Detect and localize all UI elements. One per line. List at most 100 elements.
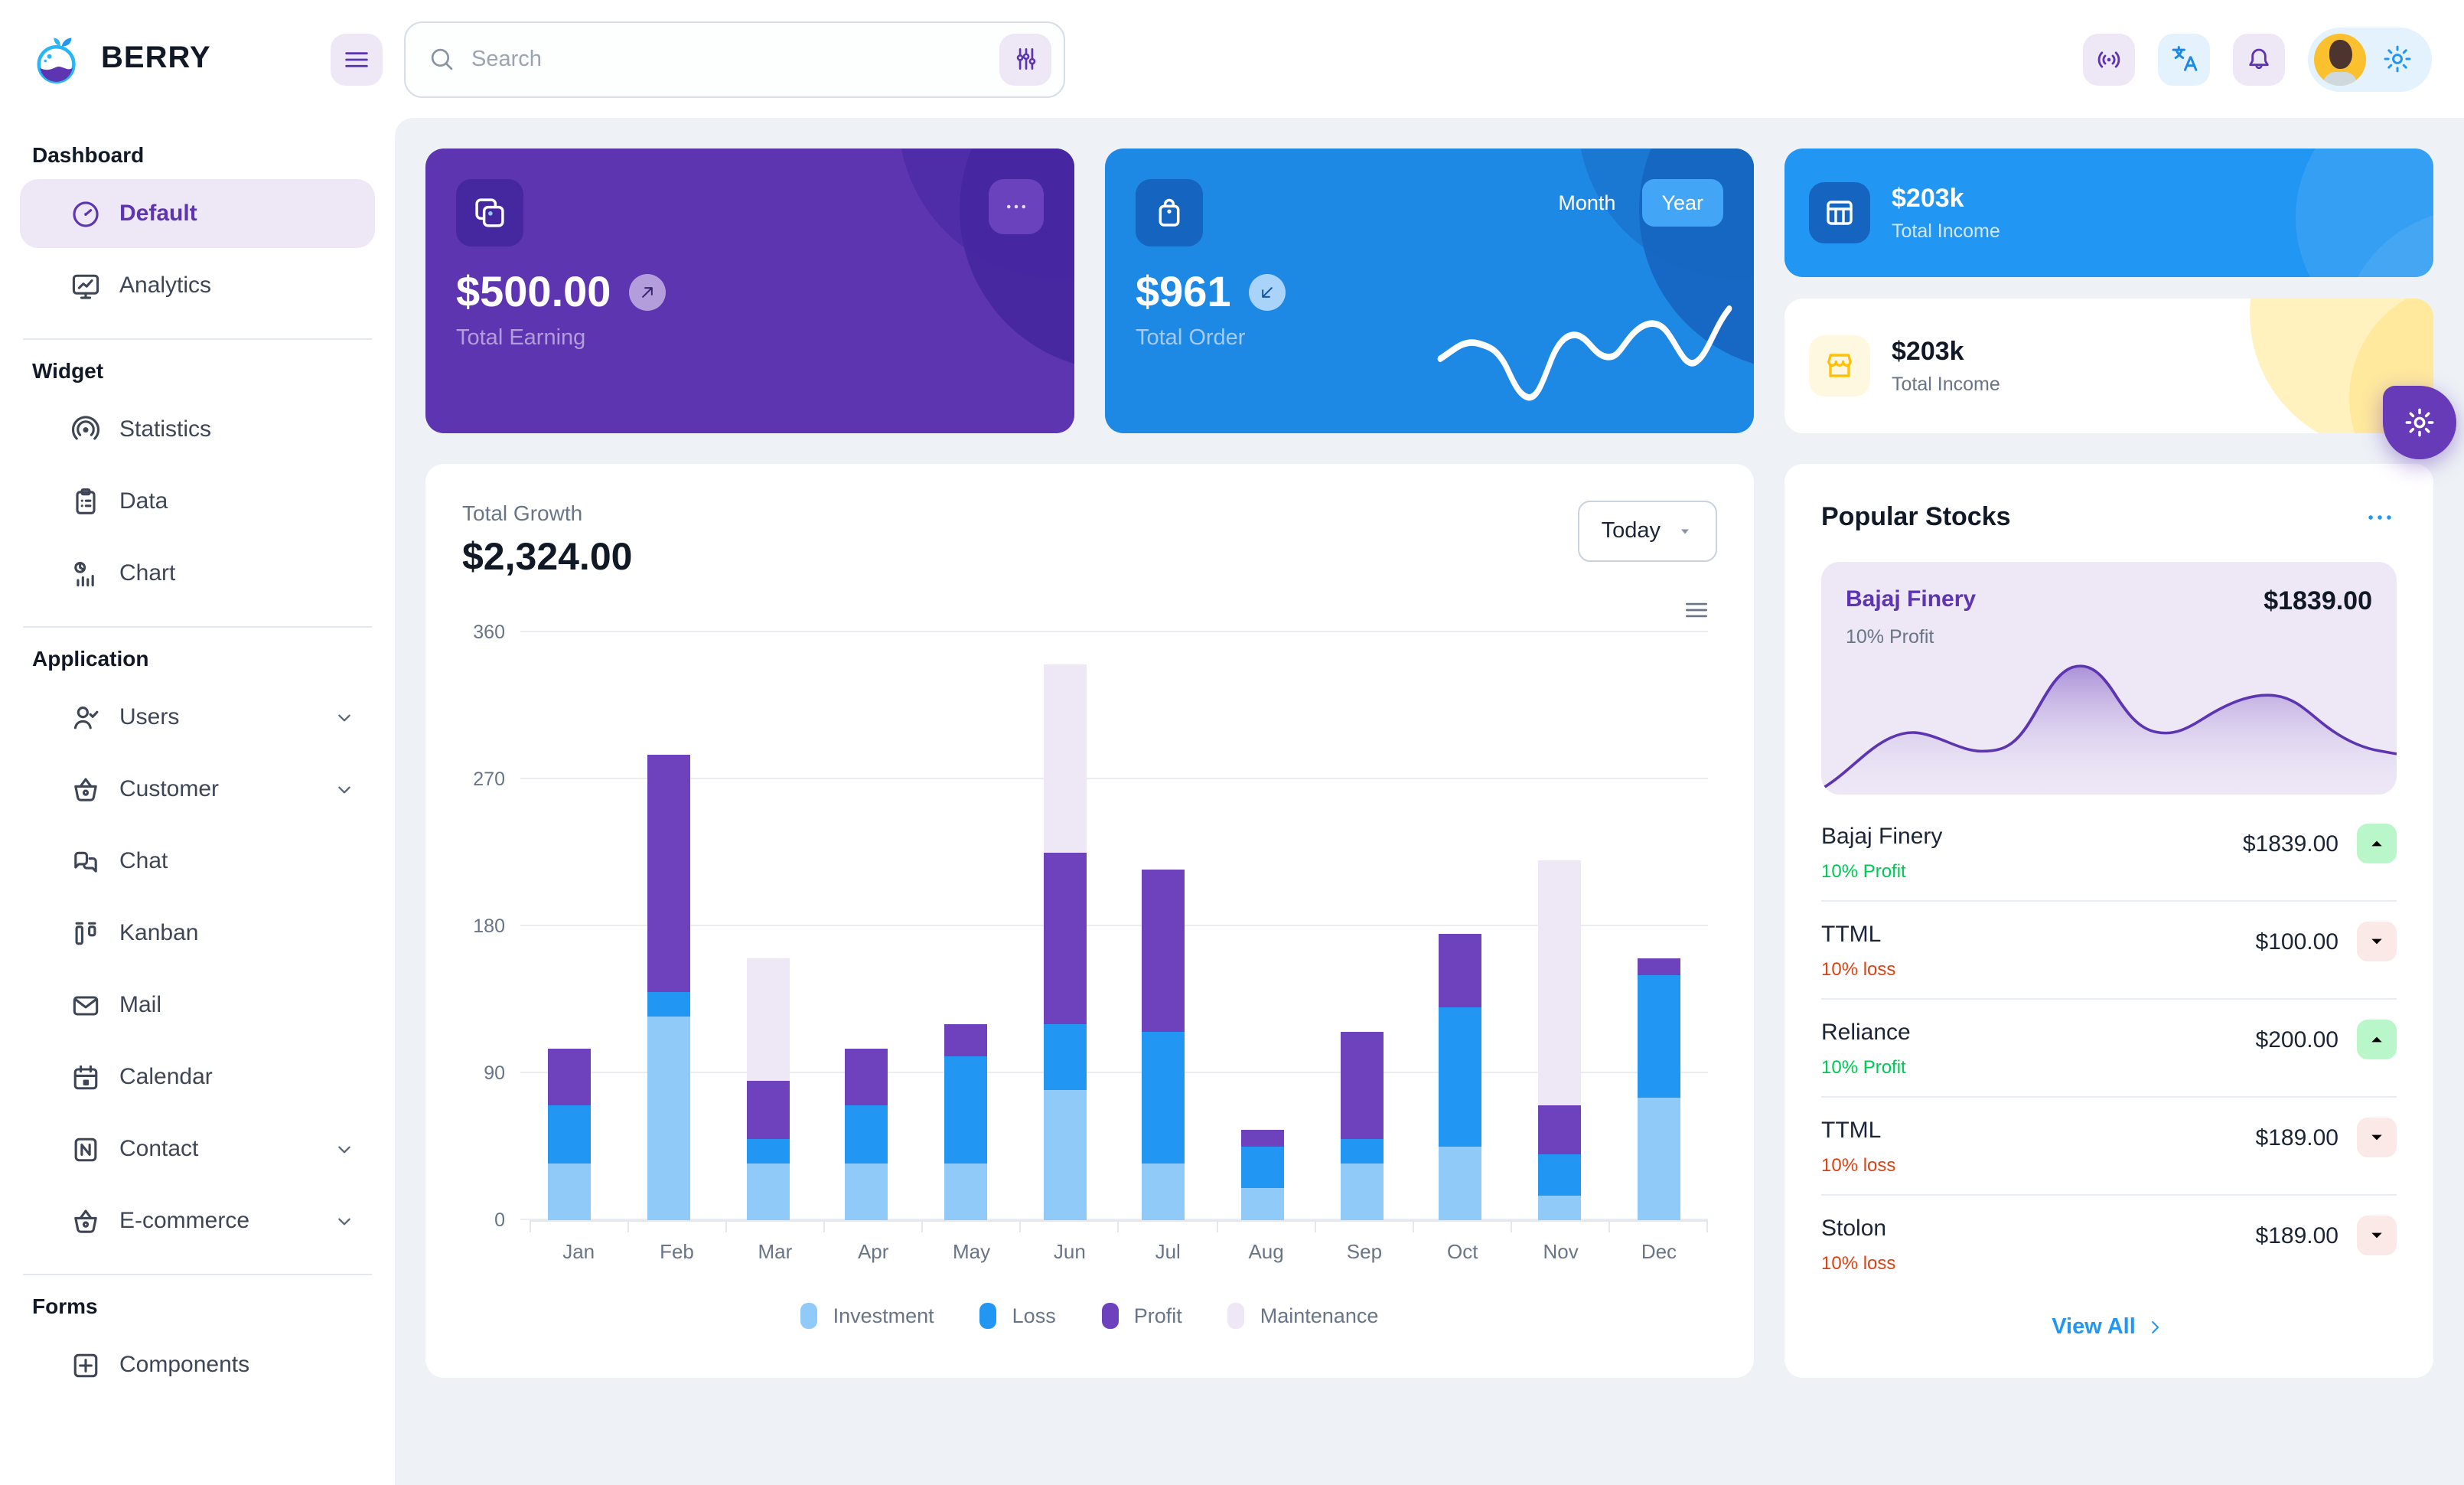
bar-segment-profit — [944, 1024, 988, 1057]
stacked-bar — [746, 958, 790, 1220]
stock-row-stolon: Stolon 10% loss $189.00 — [1821, 1196, 2397, 1292]
search-icon — [427, 44, 456, 73]
x-tick-label: Mar — [758, 1240, 793, 1263]
bar-group-jun — [1015, 632, 1114, 1220]
stock-price-block: $1839.00 — [2243, 824, 2397, 863]
stock-price: $189.00 — [2255, 1124, 2339, 1150]
sidebar-toggle-button[interactable] — [331, 33, 383, 85]
growth-value: $2,324.00 — [462, 536, 633, 579]
divider — [23, 338, 372, 340]
bar-segment-profit — [1340, 1032, 1384, 1139]
bar-segment-loss — [845, 1105, 888, 1164]
sidebar-item-users[interactable]: Users — [20, 683, 375, 752]
bar-group-dec — [1609, 632, 1708, 1220]
legend-swatch — [979, 1303, 997, 1329]
sidebar-item-components[interactable]: Components — [20, 1330, 375, 1399]
stock-name: TTML — [1821, 922, 1882, 948]
sidebar: Dashboard Default Analytics Widget Statistic… — [0, 118, 395, 1485]
kanban-icon — [69, 916, 103, 950]
sidebar-item-customer[interactable]: Customer — [20, 755, 375, 824]
bar-segment-loss — [1340, 1138, 1384, 1164]
bar-segment-profit — [845, 1049, 888, 1106]
gridline — [520, 925, 1708, 926]
x-tick-label: Feb — [660, 1240, 694, 1263]
search-filter-button[interactable] — [999, 33, 1051, 85]
bar-segment-loss — [944, 1056, 988, 1164]
chart-plot-area — [520, 631, 1708, 1220]
x-tick — [530, 1222, 630, 1232]
x-tick-label: Sep — [1346, 1240, 1383, 1263]
search-input[interactable] — [468, 45, 987, 73]
bar-segment-profit — [647, 755, 690, 992]
sidebar-item-analytics[interactable]: Analytics — [20, 251, 375, 320]
sidebar-item-statistics[interactable]: Statistics — [20, 395, 375, 464]
income-primary-label: Total Income — [1892, 220, 2000, 242]
bar-segment-investment — [1637, 1098, 1680, 1220]
stock-list: Bajaj Finery 10% Profit $1839.00 TTML 10% lo… — [1821, 804, 2397, 1292]
x-tick-label: Dec — [1641, 1240, 1677, 1263]
filter-sliders-icon — [1011, 44, 1040, 73]
chevron-down-icon — [332, 1137, 357, 1161]
translate-button[interactable] — [2158, 33, 2210, 85]
gridline — [520, 778, 1708, 779]
toggle-year-button[interactable]: Year — [1641, 179, 1723, 227]
stacked-bar — [647, 755, 690, 1220]
sidebar-item-data[interactable]: Data — [20, 467, 375, 536]
chart-menu-icon[interactable] — [1682, 596, 1711, 625]
sidebar-item-chart[interactable]: Chart — [20, 539, 375, 608]
x-tick-label: Jan — [562, 1240, 595, 1263]
legend-swatch — [1227, 1303, 1245, 1329]
bar-segment-investment — [1241, 1187, 1285, 1220]
x-tick-label: Jun — [1053, 1240, 1086, 1263]
notifications-button[interactable] — [2233, 33, 2285, 85]
bar-segment-investment — [1142, 1163, 1185, 1220]
stacked-bar — [1340, 1032, 1384, 1220]
stock-info: Reliance 10% Profit — [1821, 1020, 2256, 1078]
sidebar-item-mail[interactable]: Mail — [20, 971, 375, 1040]
featured-stock-card[interactable]: Bajaj Finery $1839.00 10% Profit — [1821, 562, 2397, 795]
brand[interactable]: BERRY — [31, 31, 331, 86]
gear-icon — [2381, 43, 2413, 75]
stocks-more-icon[interactable] — [2363, 501, 2397, 534]
legend-item-loss: Loss — [979, 1303, 1056, 1329]
sidebar-item-chat[interactable]: Chat — [20, 827, 375, 896]
toggle-month-button[interactable]: Month — [1538, 179, 1635, 227]
view-all-button[interactable]: View All — [1821, 1314, 2397, 1341]
sidebar-item-label: Chat — [119, 848, 168, 874]
stock-price-block: $189.00 — [2256, 1118, 2397, 1157]
stacked-bar — [548, 1049, 592, 1220]
earning-card-menu-button[interactable] — [989, 179, 1044, 234]
income-warning-value: $203k — [1892, 337, 1964, 366]
statistics-icon — [69, 413, 103, 446]
x-tick — [1120, 1222, 1218, 1232]
sidebar-item-e-commerce[interactable]: E-commerce — [20, 1186, 375, 1255]
mail-icon — [69, 988, 103, 1022]
customizer-fab[interactable] — [2383, 386, 2456, 459]
sidebar-item-contact[interactable]: Contact — [20, 1115, 375, 1183]
stock-info: Bajaj Finery 10% Profit — [1821, 824, 2243, 882]
sidebar-item-default[interactable]: Default — [20, 179, 375, 248]
sidebar-item-calendar[interactable]: Calendar — [20, 1043, 375, 1111]
bar-segment-profit — [1142, 869, 1185, 1033]
sidebar-section-title: Widget — [32, 358, 104, 383]
profile-menu-button[interactable] — [2308, 27, 2432, 91]
bar-group-aug — [1213, 632, 1312, 1220]
gridline — [520, 631, 1708, 632]
lower-row: Total Growth $2,324.00 Today 0 90 180 270 36… — [425, 464, 2433, 1378]
chevron-down-icon — [332, 1209, 357, 1233]
growth-label: Total Growth — [462, 501, 583, 525]
bar-segment-loss — [548, 1105, 592, 1164]
bar-segment-loss — [647, 991, 690, 1017]
popular-stocks-panel: Popular Stocks Bajaj Finery $1839.00 10%… — [1784, 464, 2433, 1378]
users-icon — [69, 700, 103, 734]
bar-segment-profit — [1043, 853, 1087, 1025]
period-select[interactable]: Today — [1578, 501, 1717, 562]
total-order-value: $961 — [1136, 268, 1231, 315]
popular-stocks-title: Popular Stocks — [1821, 502, 2011, 531]
order-period-toggle: Month Year — [1538, 179, 1723, 227]
bar-segment-investment — [845, 1163, 888, 1220]
live-broadcast-button[interactable] — [2083, 33, 2135, 85]
stock-name: Stolon — [1821, 1216, 1887, 1242]
sidebar-section-title: Dashboard — [32, 142, 145, 167]
sidebar-item-kanban[interactable]: Kanban — [20, 899, 375, 968]
